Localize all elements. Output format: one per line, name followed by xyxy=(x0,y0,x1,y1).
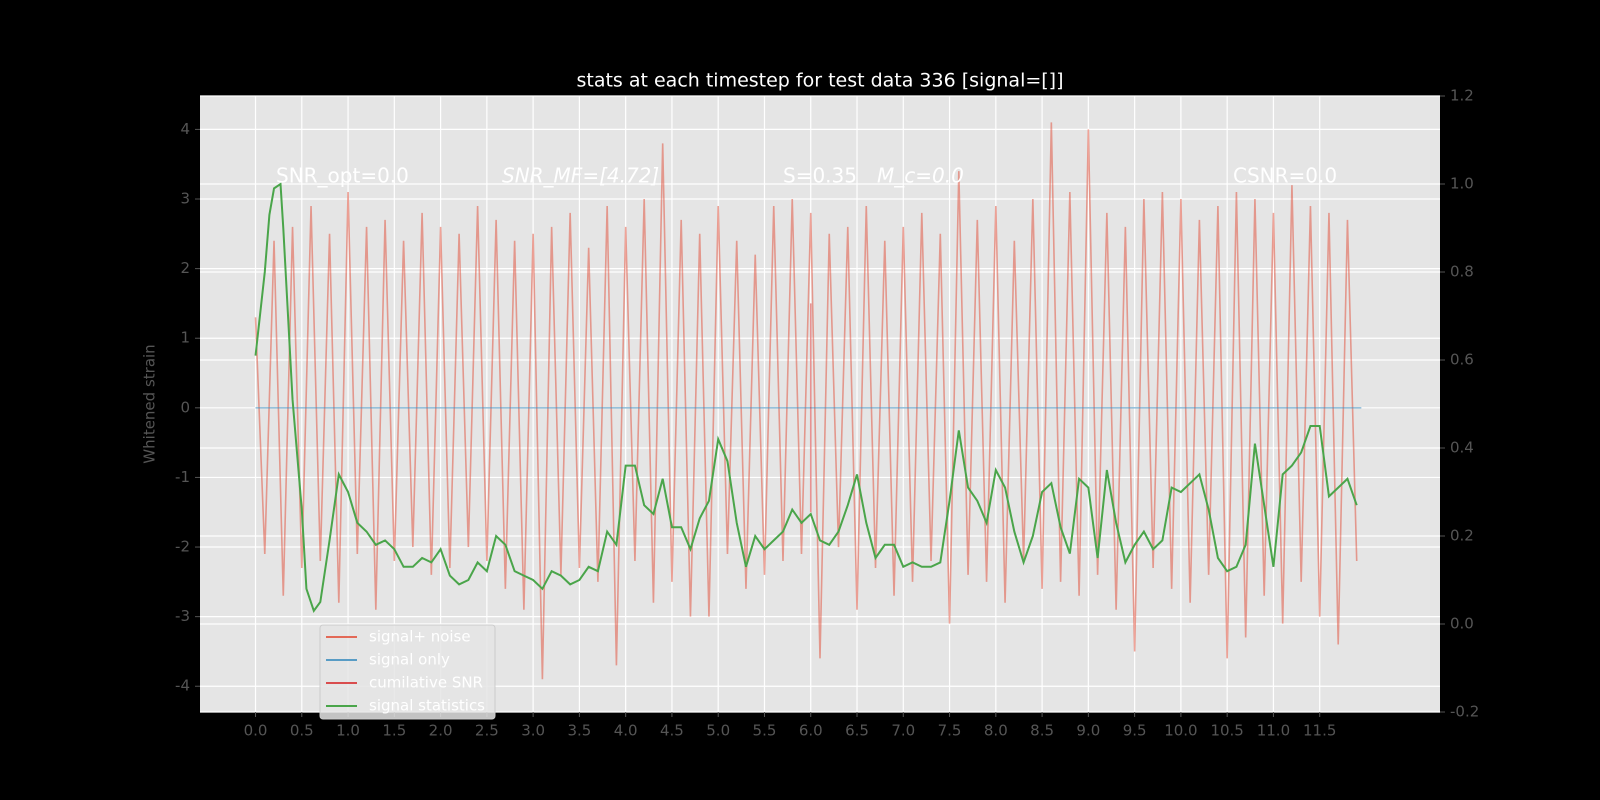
x-tick-label: 3.5 xyxy=(567,722,591,740)
y-tick-label: -1 xyxy=(175,468,190,486)
annotation: SNR_opt=0.0 xyxy=(276,164,409,188)
x-tick-label: 0.5 xyxy=(290,722,314,740)
x-tick-label: 4.0 xyxy=(614,722,638,740)
y2-tick-label: 1.2 xyxy=(1450,87,1474,105)
x-tick-label: 10.5 xyxy=(1210,722,1243,740)
x-tick-label: 6.0 xyxy=(799,722,823,740)
x-tick-label: 7.5 xyxy=(938,722,962,740)
annotation: CSNR=0.0 xyxy=(1233,164,1337,188)
legend-label: cumilative SNR xyxy=(369,674,483,692)
series-line xyxy=(254,182,1358,613)
x-tick-label: 1.5 xyxy=(382,722,406,740)
y-axis-label: Whitened strain xyxy=(141,344,159,463)
y-tick-label: 4 xyxy=(180,120,190,138)
x-tick-label: 10.0 xyxy=(1164,722,1197,740)
y-tick-label: 3 xyxy=(180,190,190,208)
legend-label: signal only xyxy=(369,651,450,669)
x-tick-label: 2.5 xyxy=(475,722,499,740)
legend-label: signal+ noise xyxy=(369,628,471,646)
y-tick-label: 0 xyxy=(180,398,190,416)
x-tick-label: 3.0 xyxy=(521,722,545,740)
x-tick-label: 9.5 xyxy=(1123,722,1147,740)
y-tick-label: -3 xyxy=(175,607,190,625)
x-tick-label: 8.0 xyxy=(984,722,1008,740)
series-line xyxy=(254,122,1358,680)
y2-tick-label: 0.4 xyxy=(1450,439,1474,457)
y2-tick-label: 1.0 xyxy=(1450,175,1474,193)
x-tick-label: 4.5 xyxy=(660,722,684,740)
x-tick-label: 1.0 xyxy=(336,722,360,740)
y-tick-label: 1 xyxy=(180,329,190,347)
x-tick-label: 9.0 xyxy=(1076,722,1100,740)
x-tick-label: 2.0 xyxy=(429,722,453,740)
x-tick-label: 11.0 xyxy=(1257,722,1290,740)
chart-title: stats at each timestep for test data 336… xyxy=(576,70,1063,92)
x-tick-label: 6.5 xyxy=(845,722,869,740)
legend-label: signal statistics xyxy=(369,697,485,715)
axes: 0.0 0.5 1.0 1.5 2.0 2.5 3.0 3.5 4.0 4.5 5.0 5.5 6.0 6… xyxy=(175,87,1479,740)
y2-tick-label: -0.2 xyxy=(1450,703,1479,721)
x-tick-label: 11.5 xyxy=(1303,722,1336,740)
y2-tick-label: 0.6 xyxy=(1450,351,1474,369)
y-tick-label: 2 xyxy=(180,259,190,277)
plot-area xyxy=(200,96,1440,712)
annotation: SNR_MF=[4.72] xyxy=(502,164,659,188)
x-tick-label: 5.5 xyxy=(753,722,777,740)
y2-tick-label: 0.2 xyxy=(1450,527,1474,545)
legend-box xyxy=(319,624,496,720)
y-tick-label: -2 xyxy=(175,538,190,556)
x-tick-label: 5.0 xyxy=(706,722,730,740)
x-tick-label: 0.0 xyxy=(244,722,268,740)
annotation: M_c=0.0 xyxy=(877,164,964,188)
y-tick-label: -4 xyxy=(175,677,190,695)
x-tick-label: 7.0 xyxy=(891,722,915,740)
annotation: S=0.35 xyxy=(783,164,857,188)
y2-tick-label: 0.8 xyxy=(1450,263,1474,281)
x-tick-label: 8.5 xyxy=(1030,722,1054,740)
legend: signal+ noise signal only cumilative SNR si… xyxy=(319,624,496,720)
lines xyxy=(254,122,1362,680)
y2-tick-label: 0.0 xyxy=(1450,615,1474,633)
